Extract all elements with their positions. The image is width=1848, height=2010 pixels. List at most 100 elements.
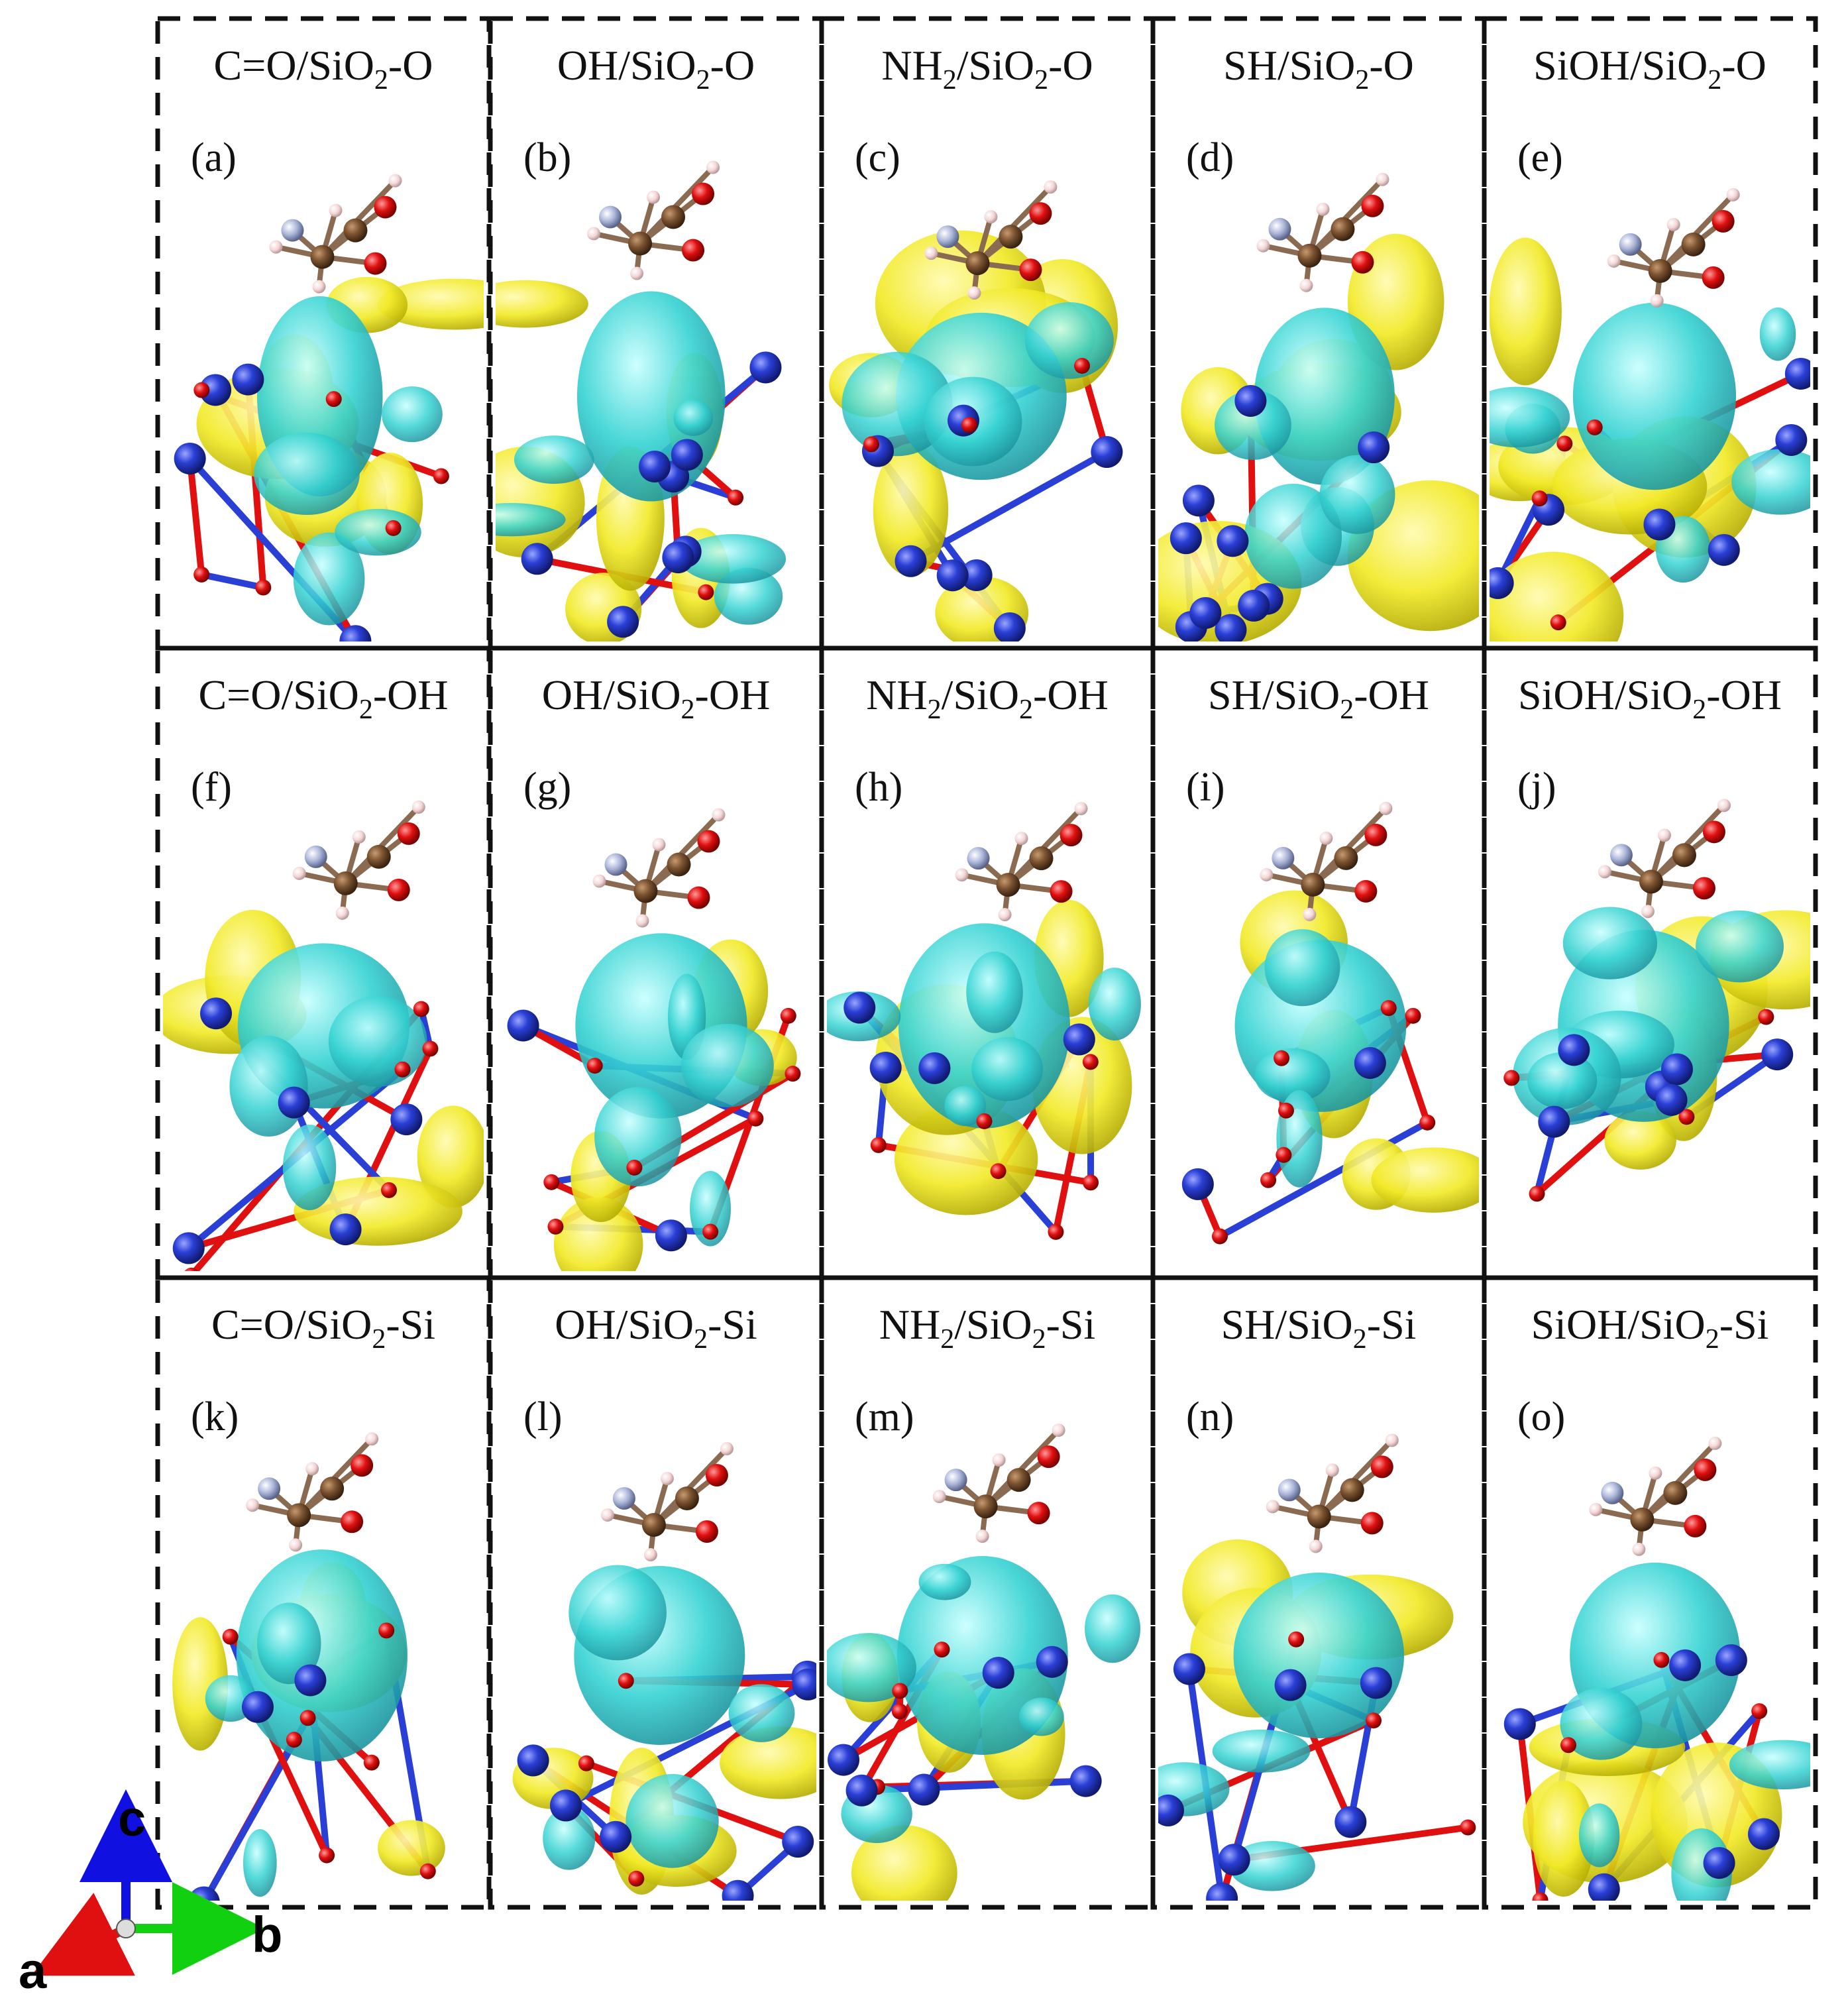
h-atom <box>1256 239 1270 252</box>
panel-label: (d) <box>1186 135 1234 180</box>
h-atom <box>1726 188 1740 201</box>
si-atom <box>1215 614 1247 642</box>
o-atom <box>1560 1737 1576 1754</box>
si-atom <box>339 625 372 642</box>
charge-depletion-lobe <box>971 1037 1044 1101</box>
o-atom <box>578 1755 594 1771</box>
si-atom <box>1036 1646 1068 1678</box>
c-atom <box>1331 217 1355 241</box>
c-atom <box>1297 243 1322 268</box>
panel-label: (c) <box>855 135 900 180</box>
charge-accumulation-lobe <box>417 1105 484 1208</box>
o-atom <box>1531 490 1548 507</box>
si-atom <box>1063 1023 1095 1056</box>
n-atom <box>1609 844 1633 867</box>
charge-depletion-lobe <box>918 1563 971 1600</box>
n-atom <box>936 225 959 249</box>
si-atom <box>174 442 206 475</box>
panel-m: NH2/SiO2-Si (m) <box>819 1275 1156 1910</box>
o-atom <box>780 1007 796 1024</box>
o-atom <box>728 489 744 506</box>
si-atom <box>1703 1847 1735 1879</box>
o-atom <box>1702 266 1725 289</box>
charge-accumulation-lobe <box>1490 551 1624 642</box>
o-atom <box>255 579 272 596</box>
charge-density-render <box>827 802 1141 1240</box>
o-atom <box>1702 820 1725 844</box>
panel-label: (j) <box>1517 765 1556 810</box>
si-atom <box>1217 525 1249 557</box>
c-atom <box>996 873 1020 897</box>
charge-density-render <box>1490 188 1810 642</box>
o-atom <box>1274 1050 1290 1066</box>
charge-depletion-lobe <box>1212 1729 1311 1773</box>
si-atom <box>1490 567 1514 599</box>
o-atom <box>1364 823 1387 846</box>
si-atom <box>639 451 671 483</box>
charge-depletion-lobe <box>1729 1740 1810 1790</box>
o-atom <box>697 830 720 853</box>
o-atom <box>433 468 449 484</box>
panel-o: SiOH/SiO2-Si (o) <box>1482 1275 1818 1910</box>
charge-accumulation-lobe <box>553 1197 643 1271</box>
h-atom <box>1319 831 1333 845</box>
si-atom <box>278 1086 310 1119</box>
o-atom <box>325 391 342 408</box>
si-atom <box>1715 1644 1747 1677</box>
n-atom <box>281 219 304 242</box>
adsorbed-molecule <box>1266 1433 1399 1553</box>
c-atom <box>1029 846 1054 871</box>
o-atom <box>387 878 410 901</box>
o-atom <box>1751 1703 1768 1720</box>
c-atom <box>641 1513 666 1537</box>
o-atom <box>1019 258 1042 282</box>
si-atom <box>982 1657 1014 1689</box>
o-atom <box>394 1061 411 1078</box>
b-axis-label: b <box>252 1907 282 1963</box>
si-atom <box>1334 1806 1367 1838</box>
si-atom <box>1206 1882 1238 1901</box>
si-atom <box>1761 1038 1794 1071</box>
o-atom <box>1758 1009 1774 1025</box>
charge-density-render <box>174 174 484 642</box>
si-atom <box>722 1879 754 1901</box>
o-atom <box>687 886 710 909</box>
o-atom <box>1370 1455 1393 1479</box>
panel-title: C=O/SiO2-O <box>214 42 433 95</box>
panel-label: (e) <box>1517 135 1563 180</box>
charge-depletion-lobe <box>543 1807 596 1870</box>
h-atom <box>335 906 349 920</box>
charge-depletion-lobe <box>1560 1688 1643 1760</box>
h-atom <box>246 1498 260 1512</box>
h-atom <box>292 866 306 880</box>
o-atom <box>1351 251 1374 274</box>
o-atom <box>413 1001 429 1017</box>
si-atom <box>1218 1844 1250 1876</box>
o-atom <box>976 1113 993 1129</box>
o-atom <box>695 1520 718 1543</box>
h-atom <box>1014 832 1028 846</box>
n-atom <box>1619 233 1642 256</box>
h-atom <box>1641 905 1655 919</box>
h-atom <box>647 190 661 204</box>
o-atom <box>299 1710 316 1726</box>
adsorbed-molecule <box>955 802 1088 922</box>
si-atom <box>993 612 1026 642</box>
o-atom <box>1048 1223 1064 1240</box>
h-atom <box>592 874 606 888</box>
si-atom <box>845 1774 878 1807</box>
h-atom <box>635 914 649 928</box>
o-atom <box>1550 614 1566 631</box>
charge-accumulation-lobe <box>496 280 588 328</box>
panel-title: SiOH/SiO2-O <box>1533 42 1766 95</box>
o-atom <box>193 566 210 583</box>
adsorbed-molecule <box>924 180 1058 300</box>
charge-depletion-lobe <box>1264 929 1340 1007</box>
charge-density-render <box>163 800 484 1271</box>
adsorbed-molecule <box>600 1442 734 1562</box>
si-atom <box>1173 1653 1205 1685</box>
panel-a: C=O/SiO2-O (a) <box>155 16 492 651</box>
o-atom <box>1529 1186 1545 1202</box>
o-atom <box>1405 1007 1421 1024</box>
si-atom <box>1588 1873 1620 1901</box>
